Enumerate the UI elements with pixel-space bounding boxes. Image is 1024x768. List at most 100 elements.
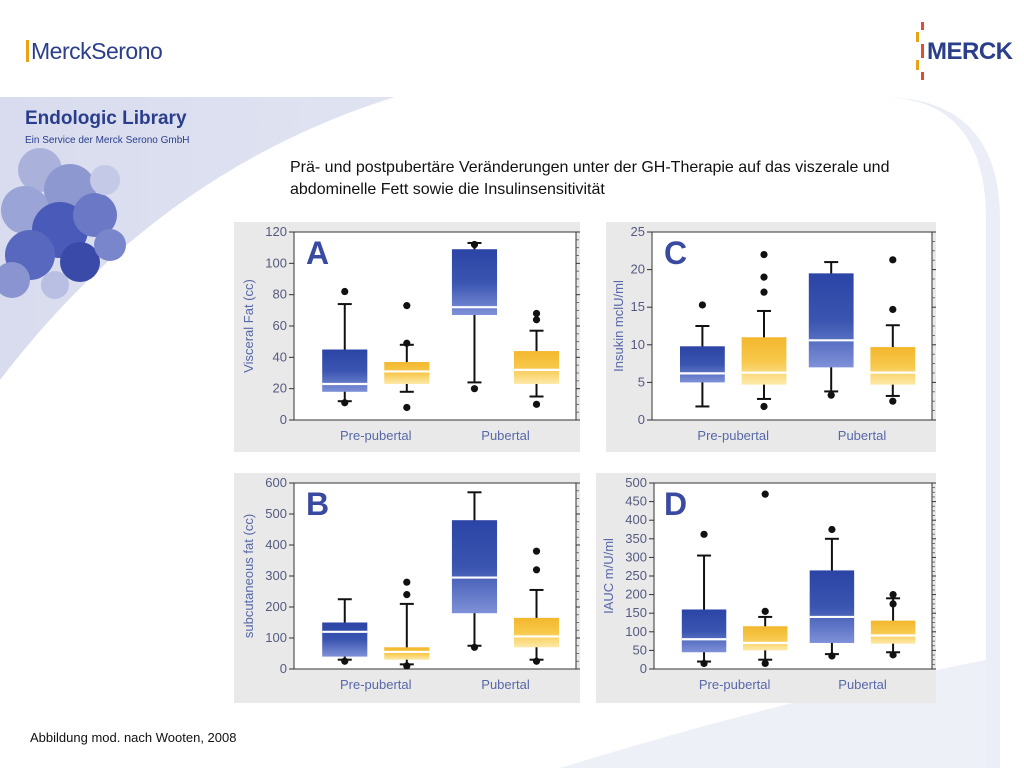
panel-letter: D	[664, 486, 687, 522]
box-iqr	[870, 347, 916, 385]
merck-logo: MERCK	[912, 22, 1013, 82]
box-iqr	[513, 351, 560, 384]
blue-box-pre-pubertal	[680, 301, 725, 408]
chart-b: 0 100 200 300 400 500 600 subcutaneous fat (cc)…	[241, 475, 580, 692]
y-tick-label: 600	[265, 475, 287, 490]
x-category-label: Pubertal	[481, 677, 530, 692]
outlier-point	[470, 385, 479, 393]
x-category-label: Pre-pubertal	[699, 677, 771, 692]
outlier-point	[889, 651, 897, 659]
y-tick-label: 200	[625, 587, 647, 602]
box-iqr	[322, 622, 368, 657]
outlier-point	[403, 403, 411, 412]
y-tick-label: 500	[625, 475, 647, 490]
yellow-box-pubertal	[870, 256, 916, 405]
y-tick-label: 350	[625, 531, 647, 546]
y-tick-label: 450	[625, 494, 647, 509]
y-tick-label: 50	[633, 642, 647, 657]
outlier-point	[403, 302, 411, 310]
chart-panel-a: 0 20 40 60 80 100 120 Visceral Fat (cc) Pre-pube…	[234, 222, 580, 452]
outlier-point	[403, 591, 411, 599]
box-iqr	[451, 249, 498, 316]
y-tick-label: 25	[631, 224, 645, 239]
outlier-point	[760, 288, 768, 296]
outlier-point	[828, 652, 836, 660]
y-tick-label: 60	[273, 318, 287, 333]
y-tick-label: 10	[631, 337, 645, 352]
outlier-point	[341, 657, 349, 665]
outlier-point	[889, 600, 897, 608]
outlier-point	[532, 400, 541, 408]
yellow-box-pre-pubertal	[384, 302, 430, 412]
chart-panel-b: 0 100 200 300 400 500 600 subcutaneous fat (cc)…	[234, 473, 580, 703]
y-tick-label: 150	[625, 605, 647, 620]
yellow-box-pre-pubertal	[742, 490, 788, 668]
outlier-point	[532, 566, 541, 574]
library-title: Endologic Library	[25, 108, 187, 129]
chart-d: 0 50 100 150 200 250 300 350 400 450 500 IAUC m/U/m…	[601, 475, 936, 692]
outlier-point	[698, 301, 706, 309]
chart-a: 0 20 40 60 80 100 120 Visceral Fat (cc) Pre-pube…	[241, 224, 580, 443]
y-axis-label: Visceral Fat (cc)	[241, 279, 256, 373]
outlier-point	[828, 525, 836, 534]
outlier-point	[827, 391, 835, 399]
y-tick-label: 20	[273, 381, 287, 396]
blue-box-pubertal	[808, 261, 854, 399]
chart-panel-c: 0 5 10 15 20 25 Insukin mclU/ml Pre-pubertal Pub…	[606, 222, 936, 452]
chart-panel-d: 0 50 100 150 200 250 300 350 400 450 500 IAUC m/U/m…	[596, 473, 936, 703]
y-tick-label: 100	[265, 255, 287, 270]
logo-accent-bar	[26, 40, 29, 62]
outlier-point	[889, 591, 897, 599]
blue-box-pre-pubertal	[322, 598, 368, 665]
outlier-point	[761, 607, 769, 615]
yellow-box-pre-pubertal	[741, 250, 787, 411]
outlier-point	[403, 578, 411, 586]
outlier-point	[700, 659, 708, 668]
blue-box-pubertal	[451, 491, 498, 651]
y-axis-label: Insukin mclU/ml	[611, 280, 626, 372]
y-tick-label: 0	[638, 412, 645, 427]
box-iqr	[680, 346, 725, 383]
y-tick-label: 5	[638, 374, 645, 389]
y-axis-label: IAUC m/U/ml	[601, 538, 616, 614]
y-tick-label: 200	[265, 599, 287, 614]
y-tick-label: 0	[280, 412, 287, 427]
outlier-point	[403, 339, 411, 347]
library-subtitle: Ein Service der Merck Serono GmbH	[25, 135, 190, 146]
outlier-point	[700, 530, 708, 538]
x-category-label: Pre-pubertal	[340, 428, 412, 443]
x-category-label: Pre-pubertal	[340, 677, 412, 692]
panel-letter: B	[306, 486, 329, 522]
outlier-point	[470, 643, 479, 651]
outlier-point	[761, 659, 769, 668]
box-iqr	[681, 609, 727, 653]
chart-c: 0 5 10 15 20 25 Insukin mclU/ml Pre-pubertal Pub…	[611, 224, 936, 443]
outlier-point	[761, 490, 769, 498]
blue-box-pre-pubertal	[681, 530, 727, 668]
merck-logo-mark	[916, 22, 924, 80]
outlier-point	[889, 397, 897, 405]
outlier-point	[889, 305, 897, 314]
y-tick-label: 500	[265, 506, 287, 521]
y-tick-label: 300	[625, 549, 647, 564]
y-tick-label: 20	[631, 262, 645, 277]
y-tick-label: 120	[265, 224, 287, 239]
box-iqr	[322, 349, 368, 392]
y-axis-label: subcutaneous fat (cc)	[241, 514, 256, 638]
box-iqr	[513, 617, 560, 648]
box-iqr	[384, 647, 430, 660]
molecule-graphic	[0, 148, 126, 299]
outlier-point	[470, 240, 479, 249]
y-tick-label: 40	[273, 349, 287, 364]
outlier-point	[341, 399, 349, 407]
outlier-point	[532, 657, 541, 665]
box-iqr	[809, 570, 855, 643]
blue-box-pre-pubertal	[322, 287, 368, 407]
x-category-label: Pubertal	[838, 428, 887, 443]
outlier-point	[532, 309, 541, 318]
y-tick-label: 400	[625, 512, 647, 527]
outlier-point	[760, 250, 768, 259]
blue-box-pubertal	[809, 525, 855, 660]
slide-title: Prä- und postpubertäre Veränderungen unt…	[290, 159, 890, 198]
y-tick-label: 0	[280, 661, 287, 676]
